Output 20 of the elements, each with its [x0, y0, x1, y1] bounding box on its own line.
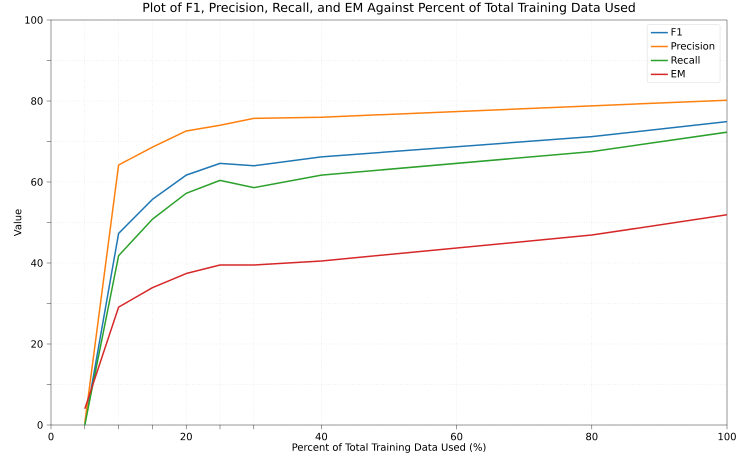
x-tick-label: 80: [586, 432, 598, 440]
x-tick-label: 60: [450, 432, 462, 440]
y-tick-label: 40: [31, 259, 43, 267]
x-tick-label: 0: [48, 432, 54, 440]
y-tick-label: 100: [25, 16, 43, 24]
legend-label: EM: [672, 70, 685, 78]
legend-label: Precision: [672, 42, 714, 50]
x-tick-label: 100: [718, 432, 736, 440]
x-tick-label: 40: [316, 432, 328, 440]
legend-label: Recall: [672, 56, 700, 64]
y-tick-label: 60: [31, 178, 43, 186]
y-axis-title: Value: [14, 209, 22, 236]
x-tick-label: 20: [180, 432, 192, 440]
y-tick-label: 20: [31, 340, 43, 348]
y-tick-label: 80: [31, 97, 43, 105]
y-tick-label: 0: [38, 421, 43, 429]
x-axis-title: Percent of Total Training Data Used (%): [292, 443, 486, 453]
line-series: [84, 214, 728, 410]
legend-label: F1: [672, 28, 682, 36]
chart-title: Plot of F1, Precision, Recall, and EM Against Percent of Total Training Data Used: [144, 2, 635, 14]
